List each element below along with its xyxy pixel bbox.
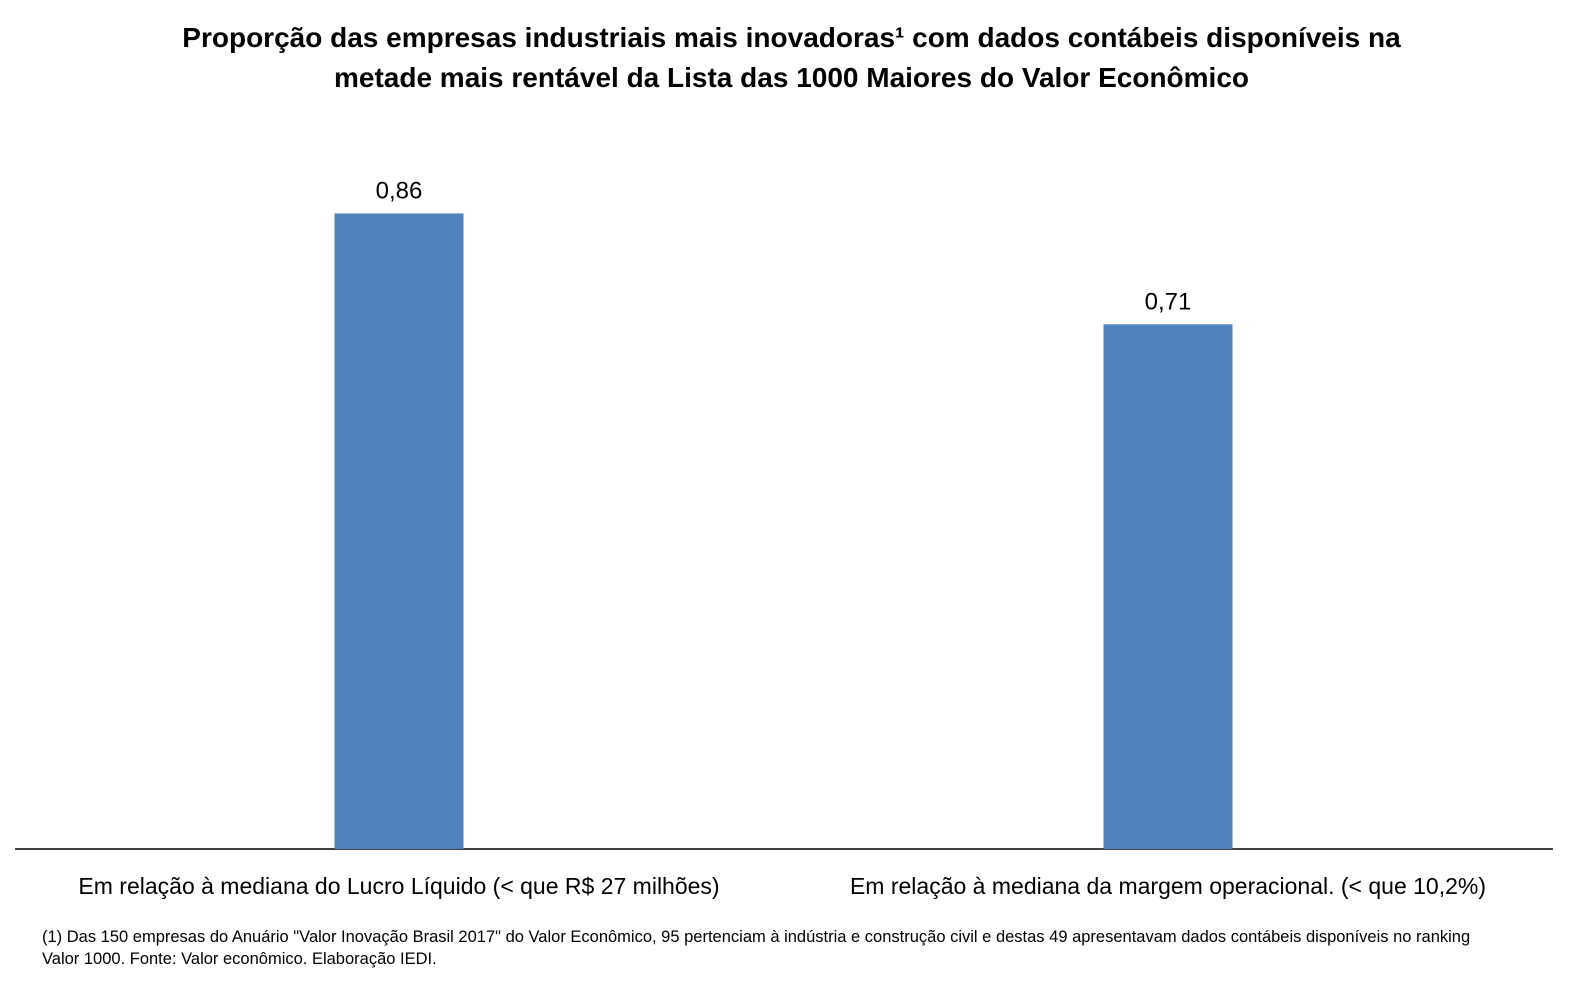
footnote: (1) Das 150 empresas do Anuário "Valor I… <box>42 926 1542 970</box>
data-label-2: 0,71 <box>1145 288 1192 315</box>
footnote-line-1: (1) Das 150 empresas do Anuário "Valor I… <box>42 928 1471 946</box>
bar-2 <box>1103 324 1233 849</box>
chart-title-line-1: Proporção das empresas industriais mais … <box>182 22 1401 53</box>
bar-1 <box>334 213 464 849</box>
footnote-line-2: Valor 1000. Fonte: Valor econômico. Elab… <box>42 950 437 968</box>
category-label-2: Em relação à mediana da margem operacion… <box>850 873 1486 899</box>
chart-title: Proporção das empresas industriais mais … <box>0 18 1583 98</box>
data-label-1: 0,86 <box>376 177 423 204</box>
bars-group <box>334 213 1233 849</box>
labels-group: 0,86 Em relação à mediana do Lucro Líquid… <box>78 177 1486 899</box>
chart-title-line-2: metade mais rentável da Lista das 1000 M… <box>333 62 1250 93</box>
category-label-1: Em relação à mediana do Lucro Líquido (<… <box>78 873 719 899</box>
